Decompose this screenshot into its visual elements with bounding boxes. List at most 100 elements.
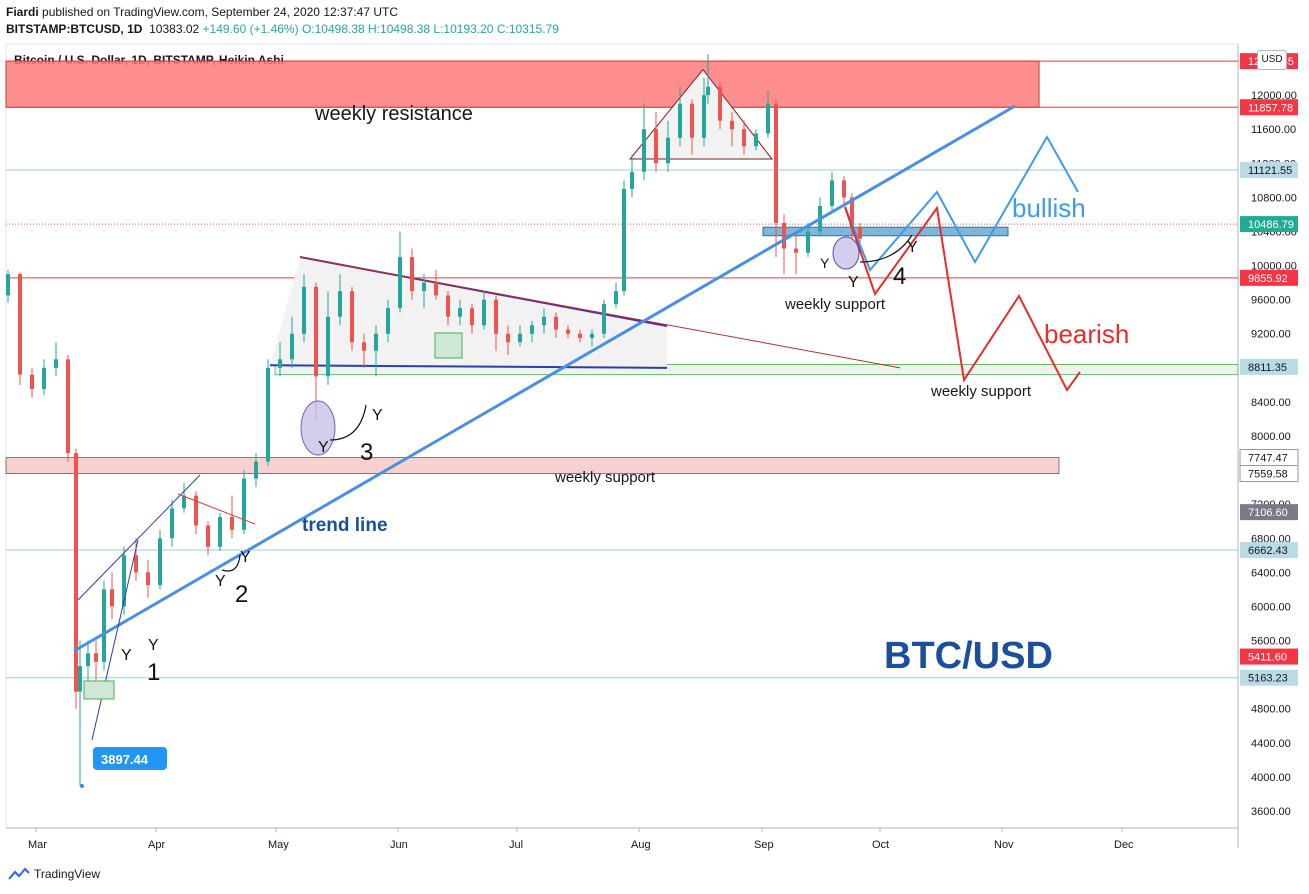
y-marker: Y <box>907 239 918 256</box>
candle <box>242 478 246 530</box>
weekly-resistance-label: weekly resistance <box>314 103 473 125</box>
y-tick-label: 6000.00 <box>1251 601 1291 613</box>
y-tick-label: 10800.00 <box>1251 192 1297 204</box>
candle <box>350 291 354 343</box>
y-marker: Y <box>148 637 159 654</box>
x-tick-label: May <box>268 839 289 851</box>
y-tick-label: 10000.00 <box>1251 261 1297 273</box>
candle <box>542 316 546 326</box>
candle <box>806 231 810 253</box>
candle <box>230 516 234 530</box>
candle <box>338 291 342 317</box>
candle <box>566 329 570 334</box>
channel-upper <box>77 474 201 601</box>
candle <box>422 282 426 292</box>
candle <box>78 666 82 692</box>
y-marker: Y <box>848 274 859 291</box>
candle <box>858 227 862 239</box>
candle <box>302 286 306 334</box>
channel-left <box>91 539 139 741</box>
y-tick-label: 9600.00 <box>1251 295 1291 307</box>
candle <box>6 274 10 296</box>
top-triangle <box>628 68 774 160</box>
wave-label-2: 2 <box>235 581 248 608</box>
publish-text: published on TradingView.com, September … <box>42 5 399 19</box>
candle <box>158 538 162 586</box>
candle <box>146 572 150 586</box>
candle <box>630 171 634 189</box>
candle <box>754 133 758 147</box>
candle <box>506 333 510 343</box>
btc-usd-label: BTC/USD <box>884 635 1053 677</box>
candle <box>578 333 582 338</box>
price-label: 5411.60 <box>1248 652 1287 664</box>
candle <box>110 589 114 607</box>
open-value: O:10498.38 <box>301 22 365 36</box>
y-marker: Y <box>240 549 251 566</box>
y-tick-label: 4400.00 <box>1251 738 1291 750</box>
candle <box>730 120 734 130</box>
bullish-label: bullish <box>1012 193 1086 223</box>
candle <box>742 129 746 147</box>
bearish-projection <box>844 205 1081 392</box>
weekly-support-zone-low <box>5 457 1060 474</box>
candle <box>678 103 682 138</box>
candle <box>774 103 778 223</box>
weekly-support-zone-high <box>762 226 1009 237</box>
candle <box>30 374 34 390</box>
price-label: 6662.43 <box>1248 545 1288 557</box>
price-label-box <box>1240 669 1298 686</box>
price-label-box <box>1240 541 1298 558</box>
wave-label-1: 1 <box>147 659 160 686</box>
tradingview-logo-icon <box>8 867 30 880</box>
ellipse-marker-4 <box>832 236 860 270</box>
candle <box>518 333 522 343</box>
price-label: 7559.58 <box>1248 469 1288 481</box>
candle <box>54 359 58 368</box>
y-tick-label: 4800.00 <box>1251 704 1291 716</box>
candle <box>718 86 722 121</box>
currency-button[interactable]: USD <box>1257 50 1287 70</box>
candle <box>494 299 498 334</box>
candle <box>386 308 390 334</box>
weekly-support-label-low: weekly support <box>554 469 656 486</box>
candle <box>314 286 318 377</box>
candle <box>446 295 450 317</box>
candle <box>850 197 854 228</box>
x-tick-label: Dec <box>1114 839 1134 851</box>
chart-pane <box>5 43 1239 829</box>
y-tick-label: 12000.00 <box>1251 90 1297 102</box>
triangle-fill <box>270 257 667 368</box>
price-label: 7106.60 <box>1248 507 1288 519</box>
weekly-support-label-high: weekly support <box>784 296 886 313</box>
candle <box>18 274 22 375</box>
x-tick-label: Jun <box>390 839 408 851</box>
price-label-box <box>1239 465 1299 483</box>
candle <box>470 308 474 326</box>
curve-arrow-2 <box>221 554 241 572</box>
high-value: H:10498.38 <box>368 22 431 36</box>
candle <box>74 453 78 692</box>
candle <box>86 653 90 667</box>
candle <box>326 316 330 377</box>
support-box-1 <box>83 680 115 700</box>
y-tick-label: 9200.00 <box>1251 329 1291 341</box>
bearish-label: bearish <box>1044 319 1129 349</box>
tradingview-brand[interactable]: TradingView <box>8 867 100 881</box>
price-label-box <box>1240 216 1298 233</box>
y-tick-label: 8000.00 <box>1251 431 1291 443</box>
price-label-box <box>1240 161 1298 178</box>
price-label: 9855.92 <box>1248 273 1288 285</box>
weekly-support-zone-mid <box>274 364 1239 376</box>
candle <box>590 333 594 338</box>
price-label-box <box>1240 648 1298 665</box>
y-tick-label: 5600.00 <box>1251 636 1291 648</box>
symbol-info: BITSTAMP:BTCUSD, 1D 10383.02 +149.60 (+1… <box>6 22 559 36</box>
candle <box>482 299 486 326</box>
low-callout <box>93 747 167 770</box>
x-tick-label: Sep <box>754 839 774 851</box>
y-marker: Y <box>121 647 132 664</box>
y-marker: Y <box>215 573 226 590</box>
candle <box>842 180 846 198</box>
